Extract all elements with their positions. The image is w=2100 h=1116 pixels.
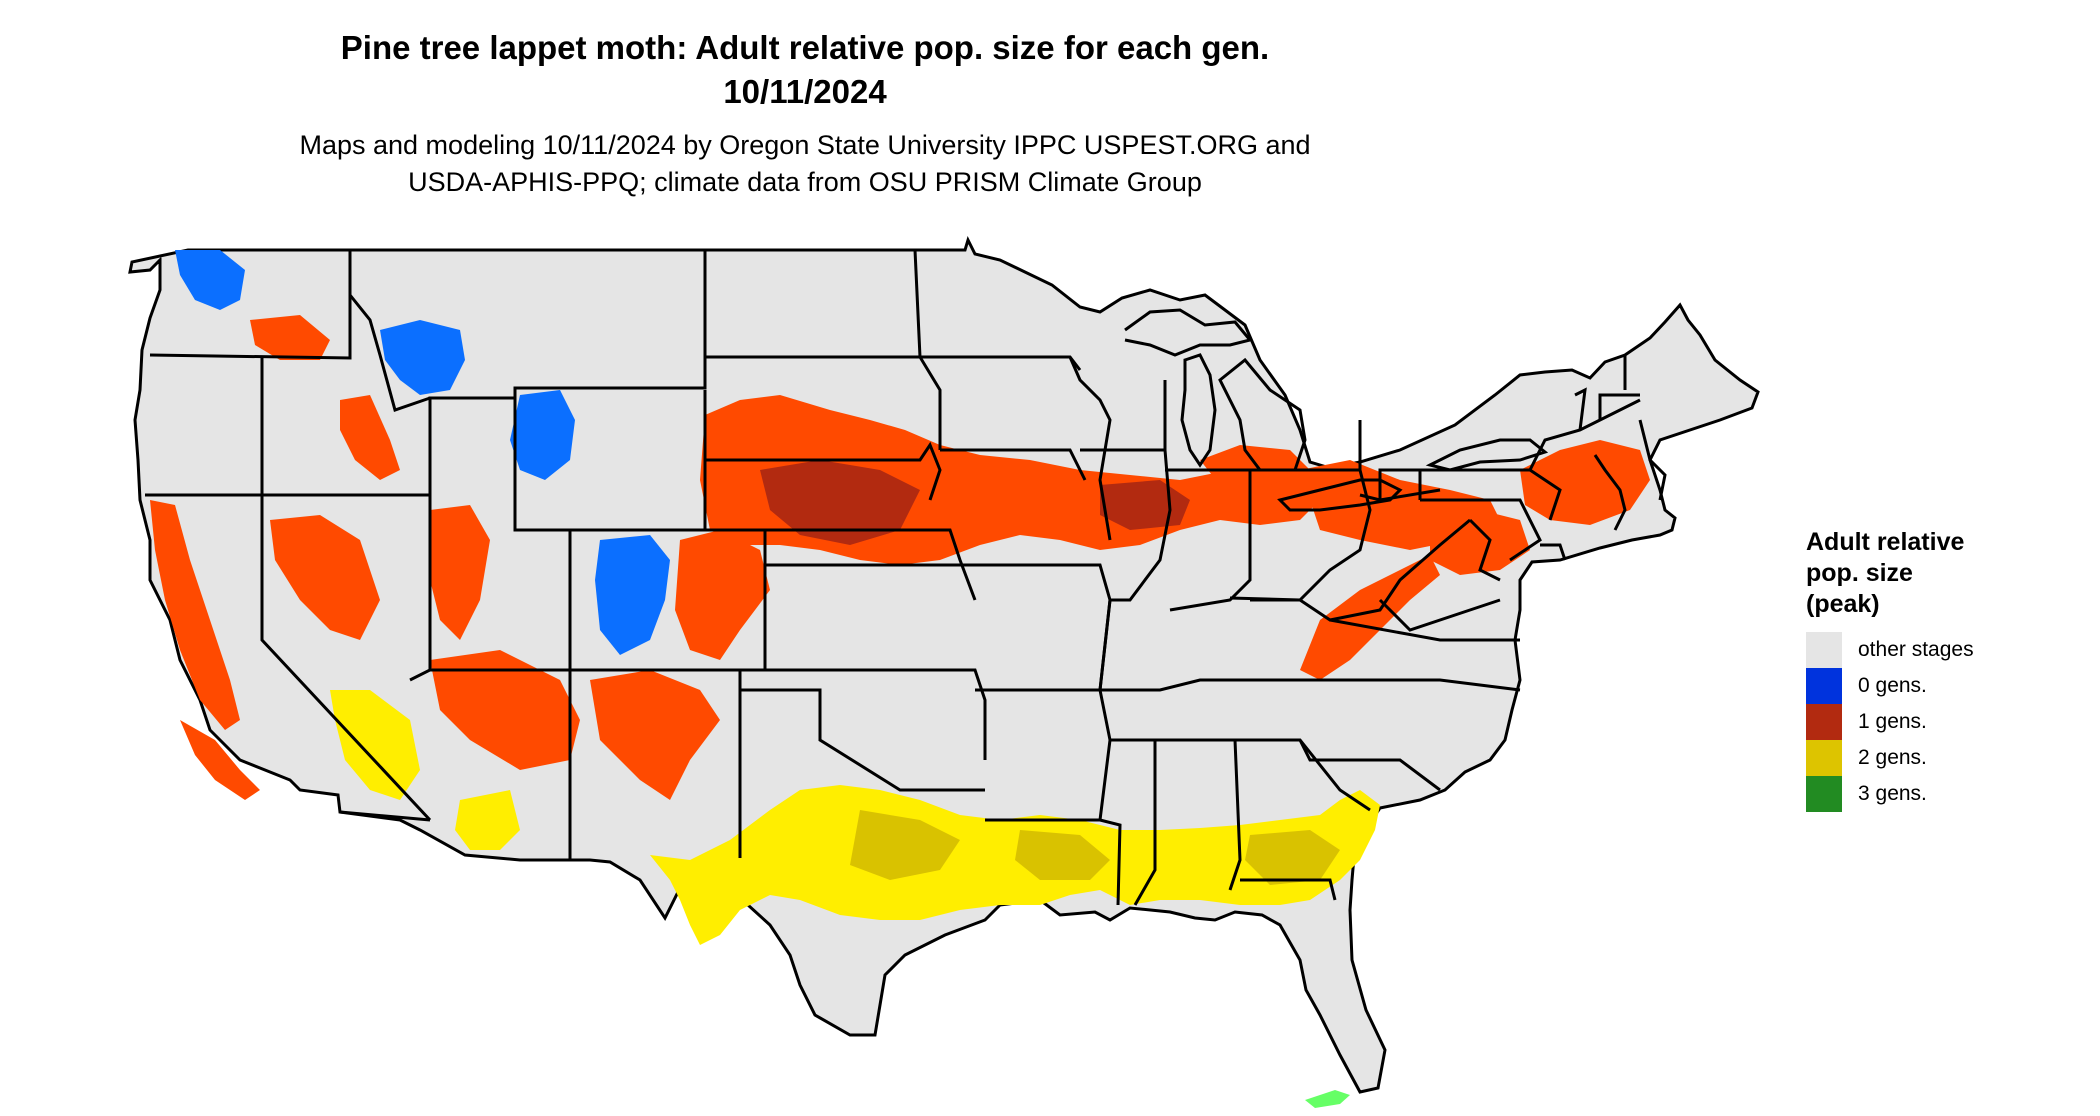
legend-item-0-gens: 0 gens. xyxy=(1806,668,2066,704)
overlay-0gen-wy xyxy=(510,390,575,480)
overlay-0gen-mt xyxy=(380,320,465,395)
legend-swatch-3-gens xyxy=(1806,776,1842,812)
overlay-1gen-idaho xyxy=(340,395,400,480)
state-borders xyxy=(145,249,1667,906)
legend-label-2-gens: 2 gens. xyxy=(1858,746,1927,769)
legend-title-line-3: (peak) xyxy=(1806,590,1880,618)
us-outline xyxy=(128,235,1760,1094)
legend-label-1-gens: 1 gens. xyxy=(1858,710,1927,733)
overlay-2gen-az-south xyxy=(455,790,520,850)
map-title-line-2: 10/11/2024 xyxy=(723,73,887,110)
legend: Adult relative pop. size (peak) other st… xyxy=(1806,527,2066,812)
legend-swatch-0-gens xyxy=(1806,668,1842,704)
overlay-1gen-nm xyxy=(590,670,720,800)
overlay-1gen-ca-coast xyxy=(180,720,260,800)
legend-item-other-stages: other stages xyxy=(1806,632,2066,668)
map-title-line-1: Pine tree lappet moth: Adult relative po… xyxy=(340,29,1270,66)
overlay-0gen-co xyxy=(595,535,670,655)
overlay-1gen-california xyxy=(150,500,240,730)
overlay-3gen-keys xyxy=(1305,1090,1350,1108)
legend-item-3-gens: 3 gens. xyxy=(1806,776,2066,812)
overlay-2gen-ms-dark xyxy=(1015,830,1110,880)
legend-title: Adult relative pop. size (peak) xyxy=(1806,527,2066,620)
legend-label-other-stages: other stages xyxy=(1858,638,1974,661)
overlay-2gen-ga-dark xyxy=(1245,830,1340,885)
overlay-2gen-az xyxy=(330,690,420,800)
overlay-1gen-utah-south xyxy=(430,650,580,770)
map-subtitle-line-1: Maps and modeling 10/11/2024 by Oregon S… xyxy=(299,130,1311,160)
map-subtitle-line-2: USDA-APHIS-PPQ; climate data from OSU PR… xyxy=(408,167,1202,197)
overlay-1gen-nevada xyxy=(270,515,380,640)
overlay-2gen-south xyxy=(650,785,1380,945)
legend-swatch-other-stages xyxy=(1806,632,1842,668)
overlay-1gen-northeast xyxy=(1520,440,1650,525)
overlay-1gen-rockies xyxy=(430,505,490,640)
overlay-1gen-pa xyxy=(1430,510,1530,575)
legend-title-line-2: pop. size xyxy=(1806,559,1913,587)
legend-item-1-gens: 1 gens. xyxy=(1806,704,2066,740)
overlay-2gen-south-dark xyxy=(850,810,960,880)
legend-item-2-gens: 2 gens. xyxy=(1806,740,2066,776)
legend-swatch-1-gens xyxy=(1806,704,1842,740)
overlay-0gen-wa xyxy=(175,250,245,310)
overlay-1gen-plains-dark xyxy=(760,460,920,545)
legend-swatch-2-gens xyxy=(1806,740,1842,776)
legend-title-line-1: Adult relative xyxy=(1806,528,1965,556)
overlay-1gen-appalachia xyxy=(1300,555,1440,680)
legend-label-3-gens: 3 gens. xyxy=(1858,782,1927,805)
overlay-1gen-oregon xyxy=(250,315,330,360)
legend-label-0-gens: 0 gens. xyxy=(1858,674,1927,697)
overlay-1gen-colorado xyxy=(675,530,770,660)
generation-overlay xyxy=(150,250,1650,1108)
